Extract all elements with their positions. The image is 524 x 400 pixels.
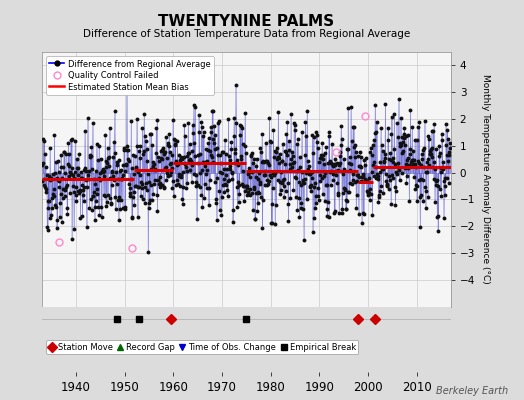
Text: TWENTYNINE PALMS: TWENTYNINE PALMS <box>158 14 334 29</box>
Y-axis label: Monthly Temperature Anomaly Difference (°C): Monthly Temperature Anomaly Difference (… <box>481 74 489 284</box>
Legend: Difference from Regional Average, Quality Control Failed, Estimated Station Mean: Difference from Regional Average, Qualit… <box>46 56 214 95</box>
Legend: Station Move, Record Gap, Time of Obs. Change, Empirical Break: Station Move, Record Gap, Time of Obs. C… <box>46 340 358 354</box>
Text: Difference of Station Temperature Data from Regional Average: Difference of Station Temperature Data f… <box>83 29 410 39</box>
Text: Berkeley Earth: Berkeley Earth <box>436 386 508 396</box>
